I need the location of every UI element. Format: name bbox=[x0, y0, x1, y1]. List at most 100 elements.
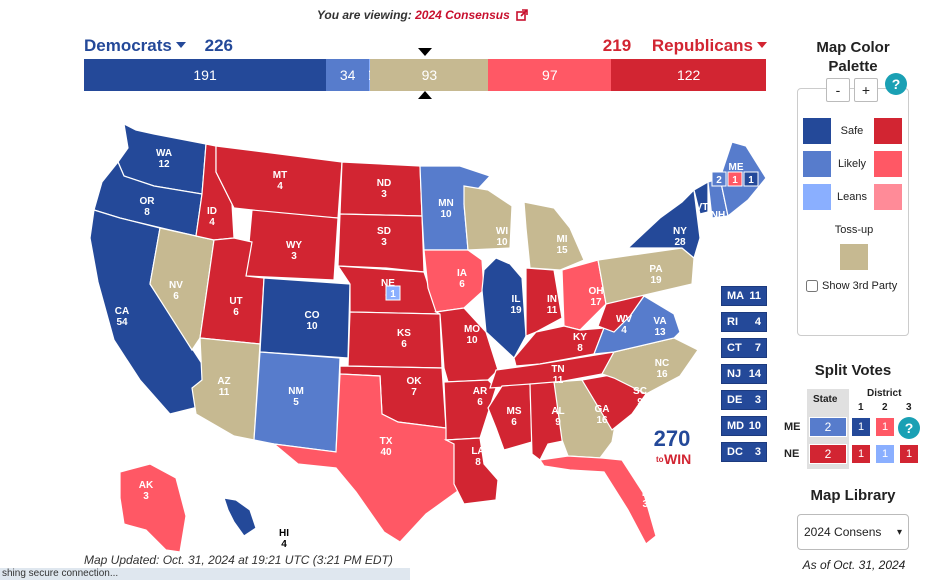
me-state-cell[interactable]: 2 bbox=[809, 417, 847, 437]
state-mi[interactable] bbox=[523, 201, 585, 271]
ne-district-2-cell[interactable]: 1 bbox=[875, 444, 895, 464]
state-label-ks: KS bbox=[397, 328, 411, 339]
split-state-header: State bbox=[813, 394, 838, 405]
state-label-nh: NH bbox=[711, 210, 725, 221]
small-state-ev: 3 bbox=[754, 446, 761, 458]
ev-bar-segment-likely-r: 97 bbox=[488, 59, 612, 91]
split-votes-title: Split Votes bbox=[814, 362, 892, 379]
me-district-chip-3[interactable] bbox=[743, 171, 759, 187]
state-ev-wi: 10 bbox=[496, 237, 508, 248]
state-label-ne: NE bbox=[381, 278, 395, 289]
show-third-party-toggle[interactable]: Show 3rd Party bbox=[806, 280, 897, 292]
palette-help-icon[interactable]: ? bbox=[885, 73, 907, 95]
state-sd[interactable] bbox=[337, 213, 425, 273]
state-label-mi: MI bbox=[556, 234, 567, 245]
state-ny[interactable] bbox=[626, 188, 701, 260]
me-district-chip-2[interactable] bbox=[727, 171, 743, 187]
state-hi[interactable] bbox=[223, 497, 257, 537]
third-party-checkbox[interactable] bbox=[806, 280, 818, 292]
safe-rep-swatch[interactable] bbox=[874, 118, 902, 144]
democrats-dropdown[interactable]: Democrats 226 bbox=[84, 36, 233, 56]
split-me-label: ME bbox=[784, 421, 801, 433]
leans-rep-swatch[interactable] bbox=[874, 184, 902, 210]
likely-rep-swatch[interactable] bbox=[874, 151, 902, 177]
state-ia[interactable] bbox=[423, 249, 485, 313]
state-ev-vt: 3 bbox=[699, 213, 705, 224]
ne-district-1-cell[interactable]: 1 bbox=[851, 444, 871, 464]
state-label-wv: WV bbox=[616, 314, 632, 325]
me-district-1-cell[interactable]: 1 bbox=[851, 417, 871, 437]
state-label-vt: VT bbox=[696, 202, 709, 213]
small-state-abbr: MA bbox=[727, 290, 745, 302]
map-library-select[interactable]: 2024 Consens ▾ bbox=[797, 514, 909, 550]
state-la[interactable] bbox=[443, 437, 499, 505]
state-label-nd: ND bbox=[377, 178, 391, 189]
270towin-logo-icon: 270 to WIN bbox=[654, 426, 692, 467]
safe-dem-swatch[interactable] bbox=[803, 118, 831, 144]
state-wi[interactable] bbox=[463, 185, 513, 251]
state-me[interactable] bbox=[719, 141, 767, 218]
state-ev-ny: 28 bbox=[674, 237, 686, 248]
state-label-wi: WI bbox=[496, 226, 508, 237]
map-library-selected: 2024 Consens bbox=[804, 525, 882, 539]
ne-district-3-cell[interactable]: 1 bbox=[899, 444, 919, 464]
leans-label: Leans bbox=[837, 191, 867, 203]
state-label-az: AZ bbox=[217, 376, 230, 387]
state-label-in: IN bbox=[547, 294, 557, 305]
ne-state-cell[interactable]: 2 bbox=[809, 444, 847, 464]
state-in[interactable] bbox=[525, 267, 563, 337]
small-state-ri[interactable]: RI 4 bbox=[721, 312, 767, 332]
state-ev-nd: 3 bbox=[381, 189, 387, 200]
ne-district-chip[interactable] bbox=[385, 285, 401, 301]
viewing-banner: You are viewing: 2024 Consensus bbox=[0, 8, 845, 22]
me-district-2-cell[interactable]: 1 bbox=[875, 417, 895, 437]
map-updated-text: Map Updated: Oct. 31, 2024 at 19:21 UTC … bbox=[84, 553, 393, 567]
state-vt[interactable] bbox=[693, 180, 709, 215]
split-votes-help-icon[interactable]: ? bbox=[898, 417, 920, 439]
leans-dem-swatch[interactable] bbox=[803, 184, 831, 210]
state-ev-ms: 6 bbox=[511, 417, 517, 428]
state-ca[interactable] bbox=[89, 209, 211, 415]
state-label-fl: FL bbox=[642, 488, 654, 499]
state-ev-az: 11 bbox=[219, 387, 230, 398]
district-num-2: 2 bbox=[882, 402, 888, 413]
tossup-swatch[interactable] bbox=[840, 244, 868, 270]
small-state-de[interactable]: DE 3 bbox=[721, 390, 767, 410]
state-label-tn: TN bbox=[551, 364, 564, 375]
small-state-dc[interactable]: DC 3 bbox=[721, 442, 767, 462]
republicans-dropdown[interactable]: 219 Republicans bbox=[603, 36, 767, 56]
state-label-ak: AK bbox=[139, 480, 154, 491]
palette-minus-button[interactable]: - bbox=[826, 78, 850, 102]
state-label-me: ME bbox=[729, 162, 744, 173]
state-ev-mo: 10 bbox=[466, 335, 478, 346]
small-state-md[interactable]: MD 10 bbox=[721, 416, 767, 436]
state-oh[interactable] bbox=[561, 259, 607, 331]
state-ks[interactable] bbox=[347, 311, 443, 369]
state-label-tx: TX bbox=[380, 436, 393, 447]
me-district-chip-label: 2 bbox=[716, 175, 722, 186]
state-ak[interactable] bbox=[119, 463, 187, 553]
state-ev-ks: 6 bbox=[401, 339, 407, 350]
likely-dem-swatch[interactable] bbox=[803, 151, 831, 177]
state-label-nc: NC bbox=[655, 358, 669, 369]
third-party-label: Show 3rd Party bbox=[822, 280, 898, 292]
palette-plus-button[interactable]: + bbox=[854, 78, 878, 102]
external-link-icon[interactable] bbox=[516, 9, 528, 21]
small-state-nj[interactable]: NJ 14 bbox=[721, 364, 767, 384]
small-state-ma[interactable]: MA 11 bbox=[721, 286, 767, 306]
palette-panel bbox=[797, 88, 909, 336]
chevron-down-icon bbox=[757, 42, 767, 48]
state-label-co: CO bbox=[305, 310, 320, 321]
state-pa[interactable] bbox=[597, 247, 695, 305]
state-fl[interactable] bbox=[538, 455, 657, 545]
small-state-ct[interactable]: CT 7 bbox=[721, 338, 767, 358]
state-label-mt: MT bbox=[273, 170, 287, 181]
state-tx[interactable] bbox=[272, 373, 463, 543]
state-ev-ga: 16 bbox=[596, 415, 608, 426]
tossup-label: Toss-up bbox=[834, 224, 874, 236]
district-num-1: 1 bbox=[858, 402, 864, 413]
state-ev-mn: 10 bbox=[440, 209, 452, 220]
viewing-map-link[interactable]: 2024 Consensus bbox=[415, 8, 510, 22]
state-label-wa: WA bbox=[156, 148, 172, 159]
me-district-chip-1[interactable] bbox=[711, 171, 727, 187]
